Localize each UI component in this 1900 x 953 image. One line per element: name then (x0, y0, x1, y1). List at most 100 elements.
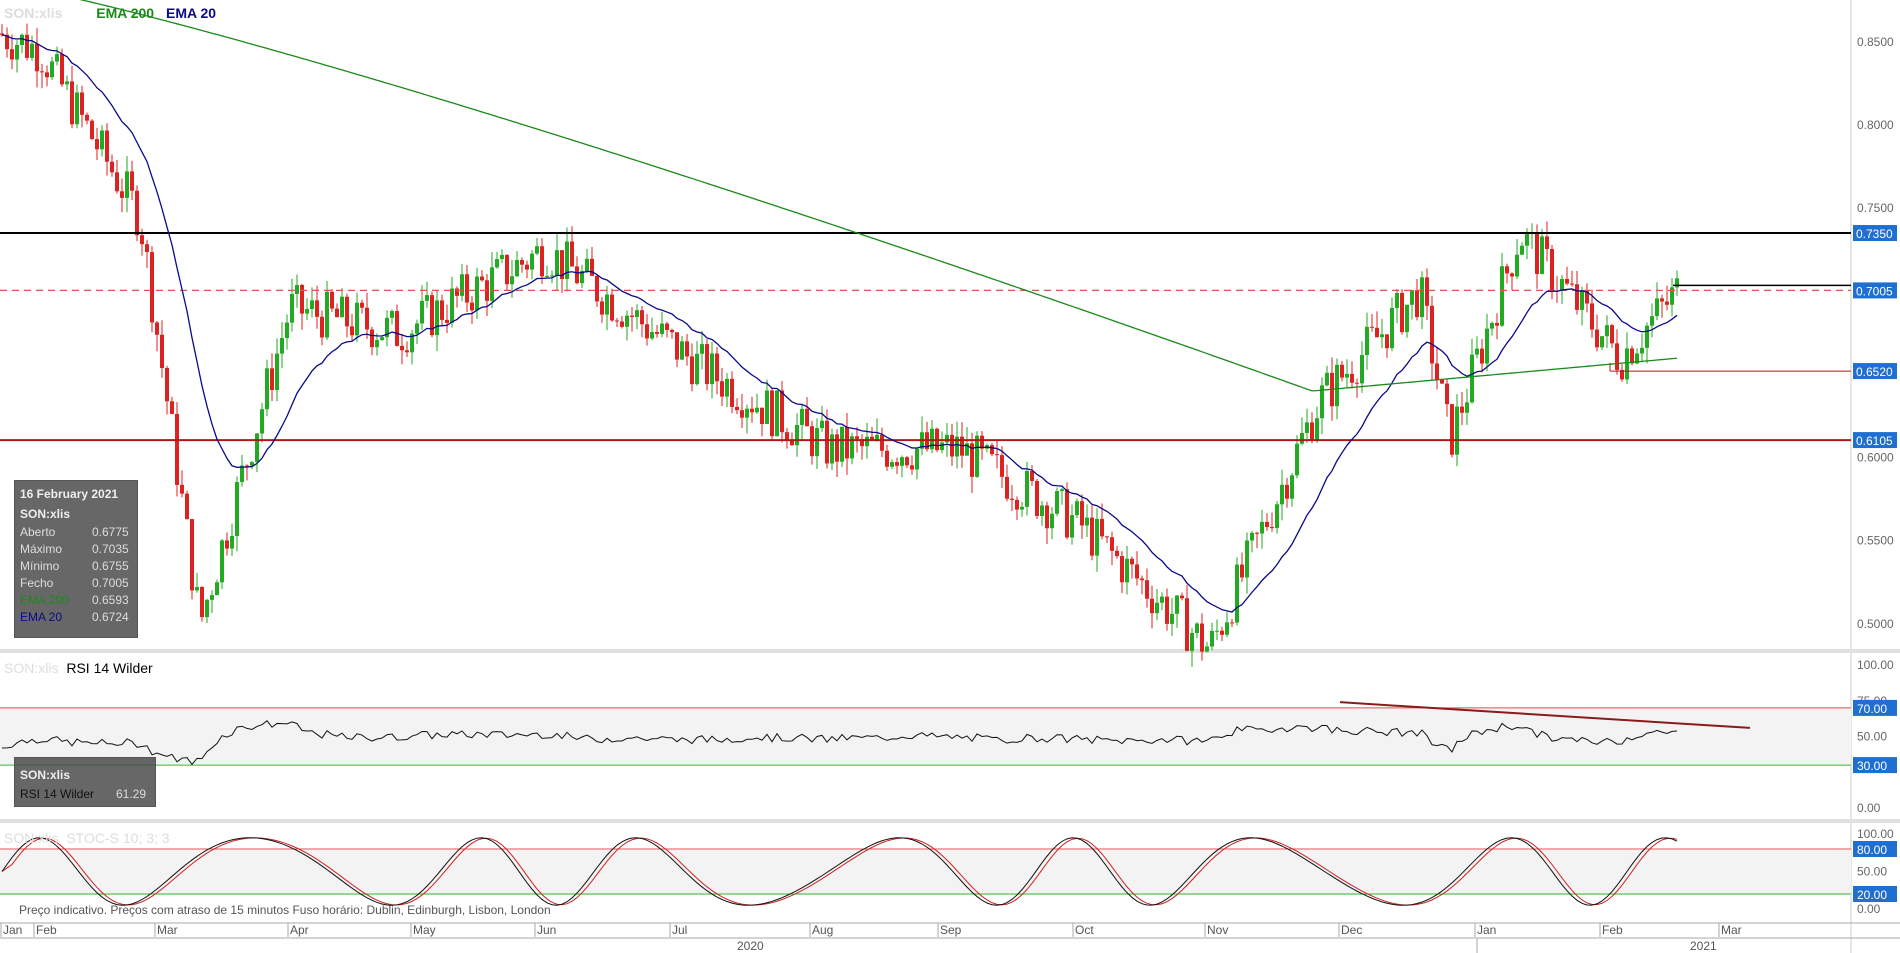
candle-body (180, 484, 184, 494)
candle-body (1415, 290, 1419, 318)
stoch-d-line (1, 837, 1678, 906)
candle-body (665, 323, 669, 330)
candle-body (300, 285, 304, 314)
candle-body (1495, 322, 1499, 326)
candle-body (700, 344, 704, 354)
candle-body (1420, 277, 1424, 318)
month-label: Mar (1721, 923, 1742, 937)
candle-body (110, 161, 114, 173)
candle-body (50, 61, 54, 78)
candle-body (505, 254, 509, 285)
candle-body (425, 295, 429, 301)
candle-body (1090, 517, 1094, 556)
candle-body (815, 428, 819, 457)
stoch-tick-label: 0.00 (1857, 902, 1881, 916)
candle-body (1315, 418, 1319, 442)
price-label: 0.6105 (1856, 434, 1893, 448)
candle-body (1405, 304, 1409, 333)
candle-body (685, 341, 689, 357)
candle-body (940, 442, 944, 451)
candle-body (1550, 248, 1554, 291)
candle-body (1520, 245, 1524, 255)
candle-body (125, 171, 129, 198)
candle-body (1665, 301, 1669, 305)
footer-note: Preço indicativo. Preços com atraso de 1… (19, 903, 551, 917)
candle-body (675, 332, 679, 360)
candle-body (1040, 505, 1044, 517)
candle-body (1465, 402, 1469, 413)
candle-body (1290, 475, 1294, 499)
candle-body (980, 435, 984, 449)
candle-body (460, 274, 464, 296)
month-label: Feb (36, 923, 57, 937)
ema20-legend-label: EMA 20 (165, 5, 217, 21)
candle-body (550, 275, 554, 277)
candle-body (905, 457, 909, 466)
ohlc-info-box: 16 February 2021 SON:xlis Aberto 0.6775 Má… (14, 480, 138, 638)
price-label-box (1853, 282, 1897, 299)
candle-body (1200, 623, 1204, 652)
candle-body (860, 439, 864, 447)
candle-body (465, 274, 469, 303)
candle-body (1160, 596, 1164, 603)
candle-body (355, 302, 359, 336)
candle-body (380, 337, 384, 341)
candle-body (1110, 537, 1114, 551)
candle-body (1605, 325, 1609, 337)
candle-body (85, 114, 89, 121)
candle-body (635, 310, 639, 317)
candle-body (1060, 489, 1064, 492)
month-label: May (413, 923, 436, 937)
stoch-header-label: STOC-S 10; 3; 3 (66, 830, 170, 846)
candle-body (450, 288, 454, 323)
candle-body (680, 341, 684, 360)
candle-body (915, 448, 919, 470)
candle-body (1120, 556, 1124, 583)
price-label-box (1853, 225, 1897, 242)
candle-body (1310, 422, 1314, 442)
candle-body (70, 81, 74, 125)
candle-body (35, 43, 39, 72)
info-row-label: EMA 20 (20, 610, 63, 624)
candle-body (1480, 348, 1484, 364)
candle-body (245, 465, 249, 467)
candle-body (45, 72, 49, 78)
month-label: Oct (1075, 923, 1094, 937)
candle-body (530, 253, 534, 270)
candle-body (1385, 334, 1389, 349)
candle-body (670, 329, 674, 333)
candle-body (1025, 470, 1029, 507)
price-label-box (1853, 363, 1897, 380)
candle-body (65, 81, 69, 85)
price-label: 0.6520 (1856, 365, 1893, 379)
candle-body (40, 71, 44, 73)
candle-body (590, 258, 594, 276)
candle-body (20, 34, 24, 45)
info-row-label: Máximo (20, 542, 63, 556)
candle-body (305, 308, 309, 314)
candle-body (570, 241, 574, 267)
candle-body (195, 586, 199, 591)
candle-body (395, 311, 399, 346)
candle-body (165, 367, 169, 402)
candle-body (360, 302, 364, 308)
candle-body (1505, 266, 1509, 274)
candle-body (720, 381, 724, 397)
rsi-box-row: RSI 14 Wilder 61.29 (20, 786, 151, 803)
candle-body (1100, 518, 1104, 537)
candle-body (220, 540, 224, 583)
candle-body (265, 368, 269, 410)
candle-body (205, 599, 209, 618)
candle-body (735, 406, 739, 411)
candle-body (30, 43, 34, 58)
candle-body (745, 408, 749, 418)
info-row-mínimo: Mínimo 0.6755 (20, 558, 133, 575)
lines-layer (0, 0, 1851, 906)
candle-body (1575, 284, 1579, 310)
candle-body (1145, 580, 1149, 599)
candle-body (895, 462, 899, 466)
price-tick-label: 0.8000 (1857, 118, 1894, 132)
candle-body (1255, 532, 1259, 534)
candle-body (1055, 491, 1059, 514)
candle-body (865, 436, 869, 447)
